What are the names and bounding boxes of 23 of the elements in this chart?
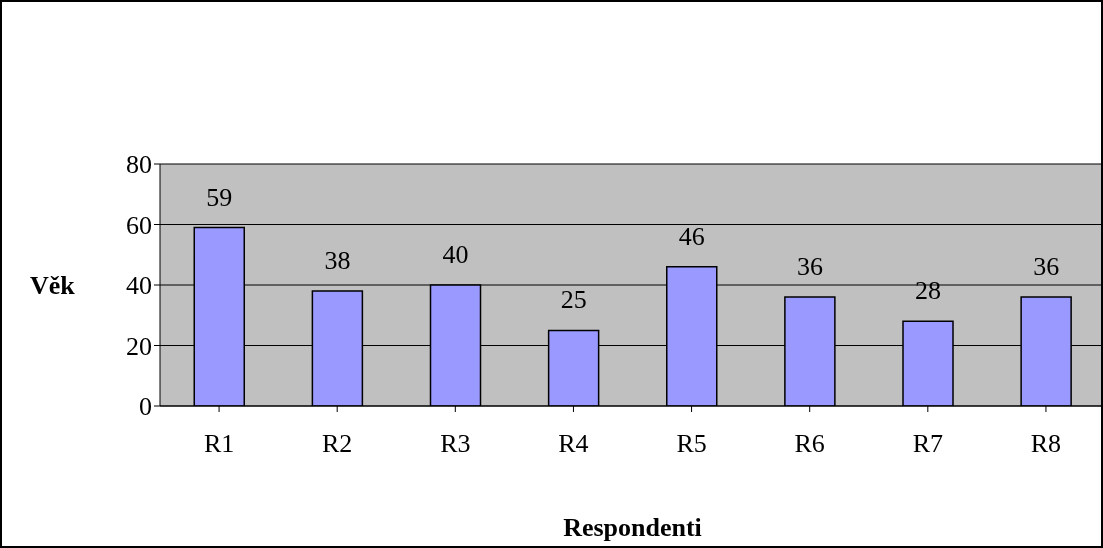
data-label: 28 bbox=[915, 276, 942, 306]
y-tick-label: 20 bbox=[126, 331, 152, 361]
x-tick-label: R3 bbox=[440, 429, 471, 459]
x-axis-title: Respondenti bbox=[563, 513, 702, 542]
x-tick-label: R1 bbox=[203, 429, 235, 459]
data-label: 25 bbox=[560, 285, 587, 315]
y-axis-title: Věk bbox=[30, 271, 76, 301]
data-label: 59 bbox=[206, 182, 233, 212]
x-tick-label: R7 bbox=[912, 429, 943, 459]
data-label: 46 bbox=[678, 221, 705, 251]
data-label: 36 bbox=[1033, 252, 1060, 282]
x-tick-label: R2 bbox=[322, 429, 353, 459]
y-tick-label: 40 bbox=[126, 271, 152, 301]
data-label: 38 bbox=[324, 246, 351, 276]
x-tick-label: R6 bbox=[794, 429, 825, 459]
x-tick-label: R8 bbox=[1030, 429, 1062, 459]
x-tick-label: R5 bbox=[676, 429, 707, 459]
x-tick-label: R4 bbox=[558, 429, 589, 459]
y-tick-label: 60 bbox=[126, 210, 152, 240]
data-label: 40 bbox=[442, 240, 469, 269]
y-tick-label: 0 bbox=[139, 392, 152, 422]
y-tick-label: 80 bbox=[126, 150, 152, 180]
data-label: 36 bbox=[796, 252, 823, 282]
